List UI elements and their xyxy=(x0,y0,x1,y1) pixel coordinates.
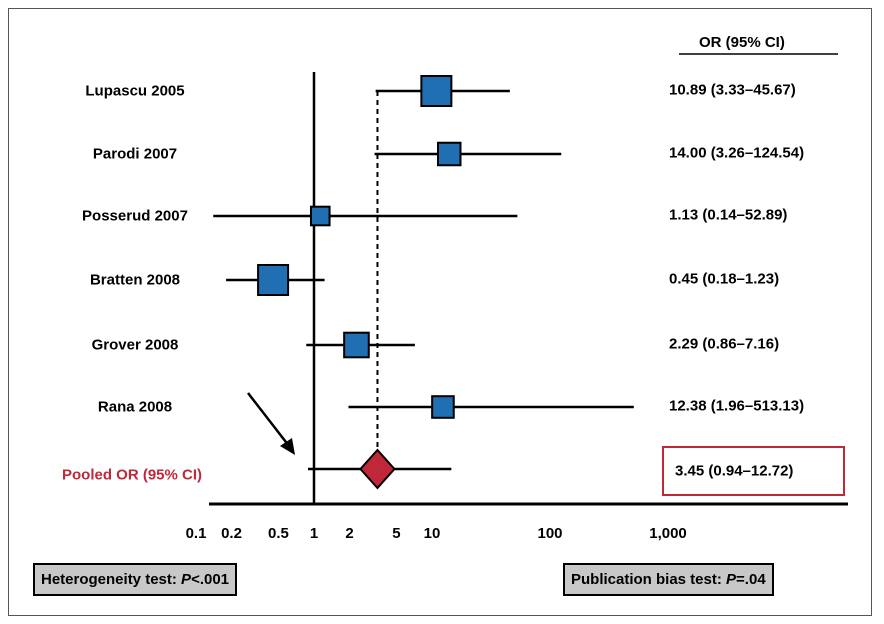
x-tick-label: 10 xyxy=(423,525,441,542)
figure-frame xyxy=(8,8,872,616)
heterogeneity-test-p: P xyxy=(181,571,192,588)
pooled-label: Pooled OR (95% CI) xyxy=(61,466,203,484)
study-ci-text: 1.13 (0.14–52.89) xyxy=(669,206,788,224)
study-or-marker xyxy=(420,75,453,107)
study-name-label: Bratten 2008 xyxy=(89,271,181,289)
pooled-or-diamond xyxy=(359,448,396,490)
study-ci-text: 14.00 (3.26–124.54) xyxy=(669,144,805,162)
study-name-label: Rana 2008 xyxy=(97,398,173,416)
x-tick-label: 0.5 xyxy=(268,525,289,542)
arrow-head xyxy=(280,438,295,455)
study-or-marker xyxy=(436,141,462,167)
x-tick-label: 1 xyxy=(309,525,319,542)
study-or-marker xyxy=(431,395,455,419)
publication-bias-test-prefix: Publication bias test: xyxy=(571,571,727,588)
x-tick-label: 1,000 xyxy=(649,525,687,542)
heterogeneity-test-box: Heterogeneity test: P<.001 xyxy=(33,563,238,596)
study-name-label: Parodi 2007 xyxy=(92,145,178,163)
x-tick-label: 2 xyxy=(345,525,354,542)
study-or-marker xyxy=(257,264,290,296)
study-ci-text: 12.38 (1.96–513.13) xyxy=(669,397,805,415)
publication-bias-test-box: Publication bias test: P=.04 xyxy=(563,563,774,596)
x-tick-label: 0.1 xyxy=(185,525,207,542)
study-ci-text: 2.29 (0.86–7.16) xyxy=(669,335,780,353)
x-tick-label: 100 xyxy=(537,525,563,542)
heterogeneity-test-value: <.001 xyxy=(191,571,230,588)
pooled-ci-text: 3.45 (0.94–12.72) xyxy=(675,462,794,480)
x-tick-label: 5 xyxy=(392,525,401,542)
ci-column-header: OR (95% CI) xyxy=(699,34,785,51)
study-name-label: Lupascu 2005 xyxy=(85,82,185,100)
study-or-marker xyxy=(309,205,331,227)
heterogeneity-test-prefix: Heterogeneity test: xyxy=(41,571,182,588)
x-tick-label: 0.2 xyxy=(221,525,242,542)
arrow-shaft xyxy=(247,392,290,447)
publication-bias-test-p: P xyxy=(726,571,737,588)
study-name-label: Grover 2008 xyxy=(91,336,179,354)
pooled-ci-box xyxy=(662,446,845,496)
study-ci-text: 10.89 (3.33–45.67) xyxy=(669,81,796,99)
publication-bias-test-value: =.04 xyxy=(736,571,766,588)
study-name-label: Posserud 2007 xyxy=(82,207,188,225)
study-ci-text: 0.45 (0.18–1.23) xyxy=(669,270,780,288)
study-or-marker xyxy=(343,331,370,359)
